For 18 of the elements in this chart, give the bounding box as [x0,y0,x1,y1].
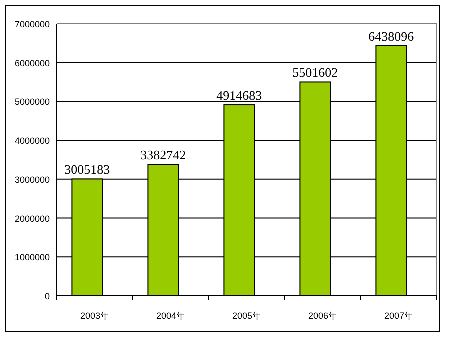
y-tick-label: 1000000 [14,252,50,263]
x-tick-label: 2006年 [308,311,338,321]
y-tick-label: 4000000 [14,136,50,146]
data-label: 3005183 [64,162,110,178]
y-tick-label: 0 [44,292,50,302]
x-tick-label: 2005年 [232,311,262,321]
y-tick-label: 2000000 [14,214,50,224]
y-tick-label: 6000000 [14,58,50,68]
y-tick-label: 3000000 [14,174,50,185]
y-tick-label: 7000000 [14,20,50,30]
data-label: 6438096 [368,28,415,44]
x-tick-label: 2007年 [384,311,414,321]
x-tick-label: 2003年 [80,311,110,321]
data-label: 5501602 [292,65,338,80]
x-tick-label: 2004年 [156,311,186,321]
data-label: 3382742 [140,148,186,163]
y-tick-label: 5000000 [14,97,50,108]
data-label: 4914683 [216,88,262,104]
